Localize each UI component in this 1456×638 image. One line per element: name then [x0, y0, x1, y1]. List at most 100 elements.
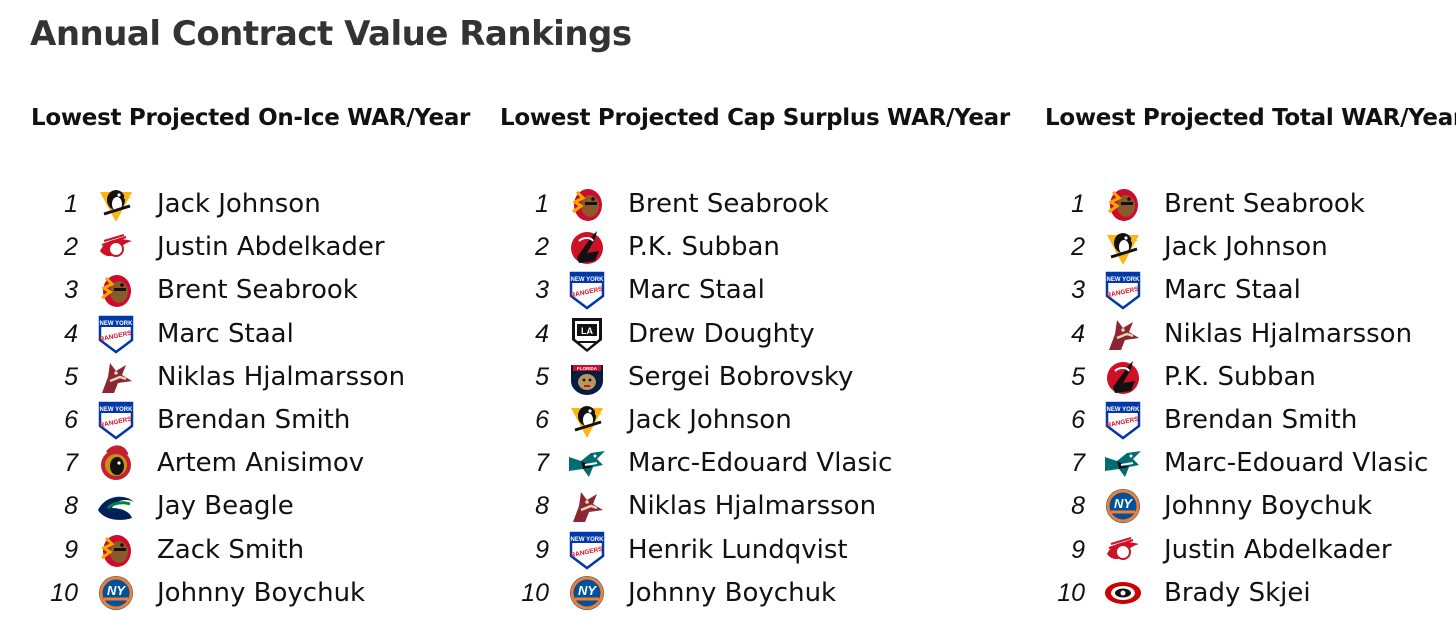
- islanders-logo-icon: NY: [96, 573, 136, 613]
- svg-text:LA: LA: [581, 326, 593, 336]
- player-name: Brady Skjei: [1164, 577, 1311, 608]
- svg-text:NY: NY: [1114, 496, 1133, 511]
- svg-text:NEW YORK: NEW YORK: [100, 321, 134, 327]
- rank-number: 2: [535, 233, 549, 262]
- rank-number: 6: [1071, 406, 1085, 434]
- svg-text:NEW YORK: NEW YORK: [571, 537, 605, 543]
- rank-number: 3: [64, 276, 78, 305]
- coyotes-logo-icon: [1103, 314, 1143, 354]
- kings-logo-icon: LA: [567, 314, 607, 354]
- sharks-logo-icon: [1103, 443, 1143, 483]
- islanders-logo-icon: NY: [567, 573, 607, 613]
- player-name: Justin Abdelkader: [157, 232, 385, 263]
- column-heading: Lowest Projected Cap Surplus WAR/Year: [500, 105, 1010, 131]
- rangers-logo-icon: NEW YORK RANGERS: [1103, 270, 1143, 310]
- player-name: Marc-Edouard Vlasic: [1164, 448, 1429, 479]
- player-name: Marc Staal: [1164, 275, 1301, 306]
- player-name: Niklas Hjalmarsson: [157, 361, 406, 392]
- player-name: Jay Beagle: [157, 491, 294, 522]
- blackhawks-logo-icon: [567, 184, 607, 224]
- rank-number: 10: [521, 578, 549, 607]
- ranking-column-on-ice: Lowest Projected On-Ice WAR/Year 1 Jack J…: [31, 105, 471, 610]
- svg-text:NEW YORK: NEW YORK: [1107, 407, 1141, 413]
- hurricanes-logo-icon: [1103, 573, 1143, 613]
- rank-number: 4: [64, 319, 78, 348]
- islanders-logo-icon: NY: [1103, 486, 1143, 526]
- rank-number: 10: [50, 578, 78, 607]
- player-name: Drew Doughty: [628, 318, 815, 349]
- player-name: Jack Johnson: [628, 405, 792, 435]
- player-name: Marc Staal: [628, 275, 765, 306]
- rangers-logo-icon: NEW YORK RANGERS: [567, 530, 607, 570]
- rank-number: 10: [1057, 578, 1085, 607]
- rank-number: 5: [64, 362, 78, 391]
- svg-text:NY: NY: [107, 583, 126, 598]
- devils-logo-icon: [1103, 357, 1143, 397]
- senators-logo-icon: [96, 443, 136, 483]
- penguins-logo-icon: [567, 400, 607, 440]
- penguins-logo-icon: [1103, 227, 1143, 267]
- column-heading: Lowest Projected Total WAR/Year: [1045, 105, 1456, 131]
- player-name: Johnny Boychuk: [628, 577, 837, 608]
- rank-number: 6: [64, 406, 78, 434]
- rangers-logo-icon: NEW YORK RANGERS: [96, 314, 136, 354]
- player-name: Johnny Boychuk: [157, 577, 366, 608]
- red-wings-logo-icon: [96, 227, 136, 267]
- blackhawks-logo-icon: [96, 530, 136, 570]
- player-name: P.K. Subban: [1164, 361, 1316, 392]
- ranking-column-total: Lowest Projected Total WAR/Year 1 Brent S…: [1045, 105, 1456, 608]
- blackhawks-logo-icon: [1103, 184, 1143, 224]
- rank-number: 5: [1071, 362, 1085, 391]
- rank-number: 8: [535, 492, 549, 521]
- penguins-logo-icon: [96, 184, 136, 224]
- player-name: Brent Seabrook: [628, 189, 829, 219]
- svg-text:NEW YORK: NEW YORK: [100, 407, 134, 413]
- player-name: Sergei Bobrovsky: [628, 361, 854, 392]
- player-name: Jack Johnson: [157, 189, 321, 219]
- sharks-logo-icon: [567, 443, 607, 483]
- red-wings-logo-icon: [1103, 530, 1143, 570]
- rank-number: 8: [64, 492, 78, 521]
- player-name: Zack Smith: [157, 534, 305, 565]
- panthers-logo-icon: FLORIDA: [567, 357, 607, 397]
- player-name: Niklas Hjalmarsson: [1164, 318, 1413, 349]
- rank-number: 7: [535, 449, 549, 478]
- coyotes-logo-icon: [567, 486, 607, 526]
- svg-text:NEW YORK: NEW YORK: [571, 277, 605, 283]
- svg-text:NY: NY: [578, 583, 597, 598]
- ranking-column-cap-surplus: Lowest Projected Cap Surplus WAR/Year 1 B…: [500, 105, 1010, 610]
- page-title: Annual Contract Value Rankings: [30, 14, 632, 54]
- rank-number: 7: [1071, 449, 1085, 478]
- rank-number: 1: [1071, 190, 1085, 218]
- svg-text:NEW YORK: NEW YORK: [1107, 277, 1141, 283]
- player-name: Artem Anisimov: [157, 448, 365, 479]
- rank-number: 1: [64, 190, 78, 218]
- rank-number: 3: [1071, 276, 1085, 305]
- rank-number: 2: [64, 233, 78, 262]
- rank-number: 9: [535, 535, 549, 564]
- rank-number: 4: [1071, 319, 1085, 348]
- rank-number: 8: [1071, 492, 1085, 521]
- rank-number: 4: [535, 319, 549, 348]
- player-name: Jack Johnson: [1164, 232, 1328, 263]
- player-name: Johnny Boychuk: [1164, 491, 1373, 522]
- player-name: Justin Abdelkader: [1164, 534, 1392, 565]
- svg-text:FLORIDA: FLORIDA: [577, 366, 598, 371]
- rangers-logo-icon: NEW YORK RANGERS: [567, 270, 607, 310]
- coyotes-logo-icon: [96, 357, 136, 397]
- player-name: Brendan Smith: [1164, 405, 1358, 435]
- player-name: Marc Staal: [157, 318, 294, 349]
- rank-number: 7: [64, 449, 78, 478]
- rank-number: 9: [1071, 535, 1085, 564]
- player-name: Niklas Hjalmarsson: [628, 491, 877, 522]
- rank-number: 5: [535, 362, 549, 391]
- rank-number: 6: [535, 406, 549, 434]
- player-name: Brent Seabrook: [1164, 189, 1365, 219]
- rank-number: 2: [1071, 233, 1085, 262]
- player-name: Henrik Lundqvist: [628, 534, 848, 565]
- player-name: Brendan Smith: [157, 405, 351, 435]
- blackhawks-logo-icon: [96, 270, 136, 310]
- rangers-logo-icon: NEW YORK RANGERS: [1103, 400, 1143, 440]
- column-heading: Lowest Projected On-Ice WAR/Year: [31, 105, 471, 131]
- player-name: Brent Seabrook: [157, 275, 358, 306]
